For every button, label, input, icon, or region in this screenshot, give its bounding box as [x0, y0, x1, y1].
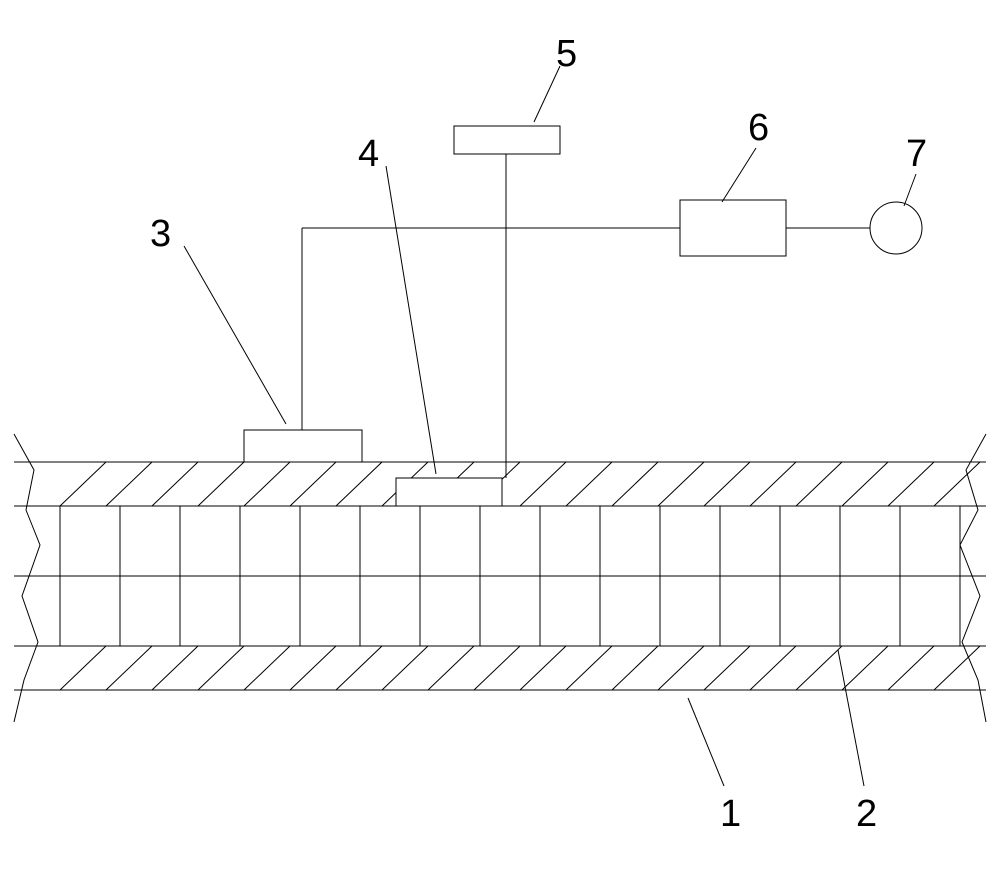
component-3-block: [244, 430, 362, 462]
callout-6-label: 6: [748, 107, 769, 149]
callout-4-label: 4: [358, 133, 379, 175]
callout-3-label: 3: [150, 213, 171, 255]
component-4-block: [396, 478, 502, 506]
component-7-circle: [870, 202, 922, 254]
component-5-block: [454, 126, 560, 154]
callout-1-label: 1: [720, 793, 741, 835]
component-6-block: [680, 200, 786, 256]
callout-7-label: 7: [906, 133, 927, 175]
callout-5-label: 5: [556, 33, 577, 75]
callout-2-label: 2: [856, 793, 877, 835]
